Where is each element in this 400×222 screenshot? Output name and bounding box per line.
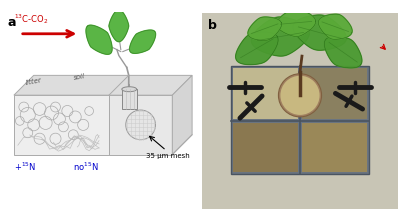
Polygon shape [109,10,129,42]
Text: no$^{15}$N: no$^{15}$N [73,161,99,173]
Bar [233,123,298,172]
Bar [122,89,137,109]
Bar [302,123,367,172]
Text: soil: soil [73,73,86,81]
Text: litter: litter [25,77,42,86]
Polygon shape [14,95,109,155]
Polygon shape [251,17,310,56]
Circle shape [280,76,320,115]
Bar [231,66,369,174]
Bar [302,68,367,119]
Text: 35 μm mesh: 35 μm mesh [146,153,190,159]
Polygon shape [276,9,316,36]
Polygon shape [324,36,362,68]
Polygon shape [172,75,192,155]
Polygon shape [130,30,156,53]
Polygon shape [86,25,112,54]
Text: b: b [208,19,217,32]
Polygon shape [236,32,278,65]
Polygon shape [14,75,192,95]
Text: +$^{15}$N: +$^{15}$N [14,161,36,173]
Ellipse shape [122,87,137,92]
Polygon shape [248,17,282,40]
Polygon shape [318,14,352,39]
Circle shape [126,110,156,140]
Polygon shape [109,95,172,155]
Text: a: a [8,16,16,29]
Text: $^{13}$C-CO$_2$: $^{13}$C-CO$_2$ [14,12,48,26]
Polygon shape [293,15,346,50]
Bar [233,68,298,119]
Circle shape [278,74,322,117]
